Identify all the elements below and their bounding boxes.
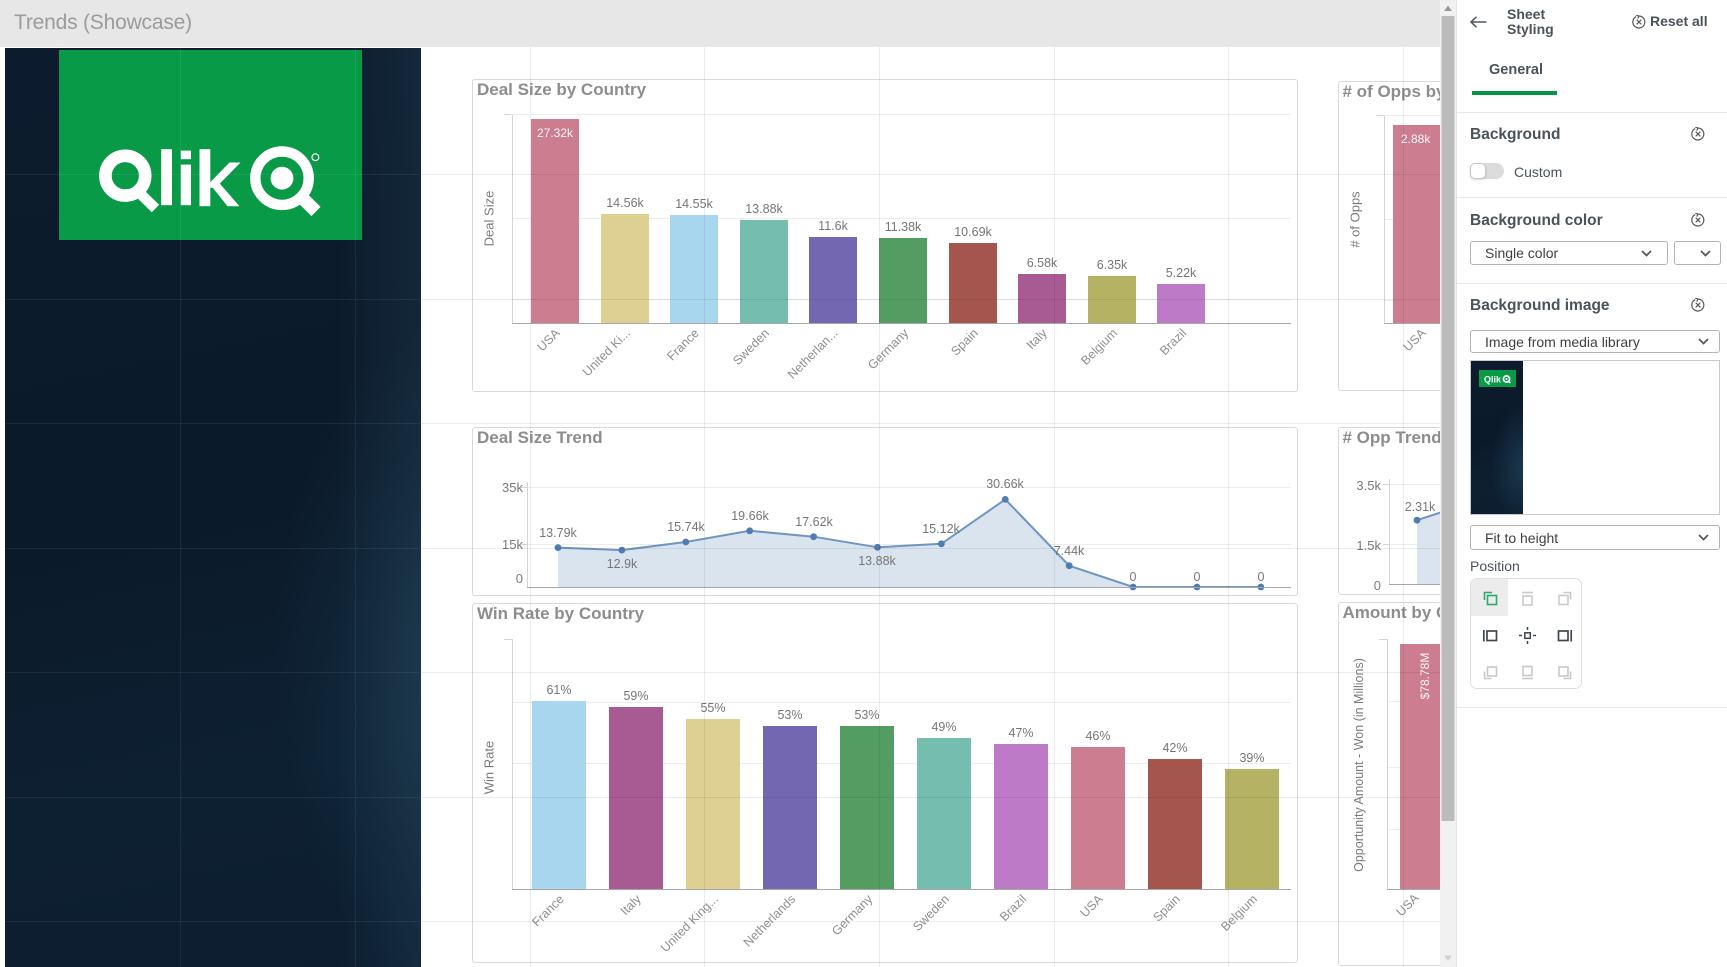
svg-text:Qlik: Qlik bbox=[1484, 375, 1502, 385]
